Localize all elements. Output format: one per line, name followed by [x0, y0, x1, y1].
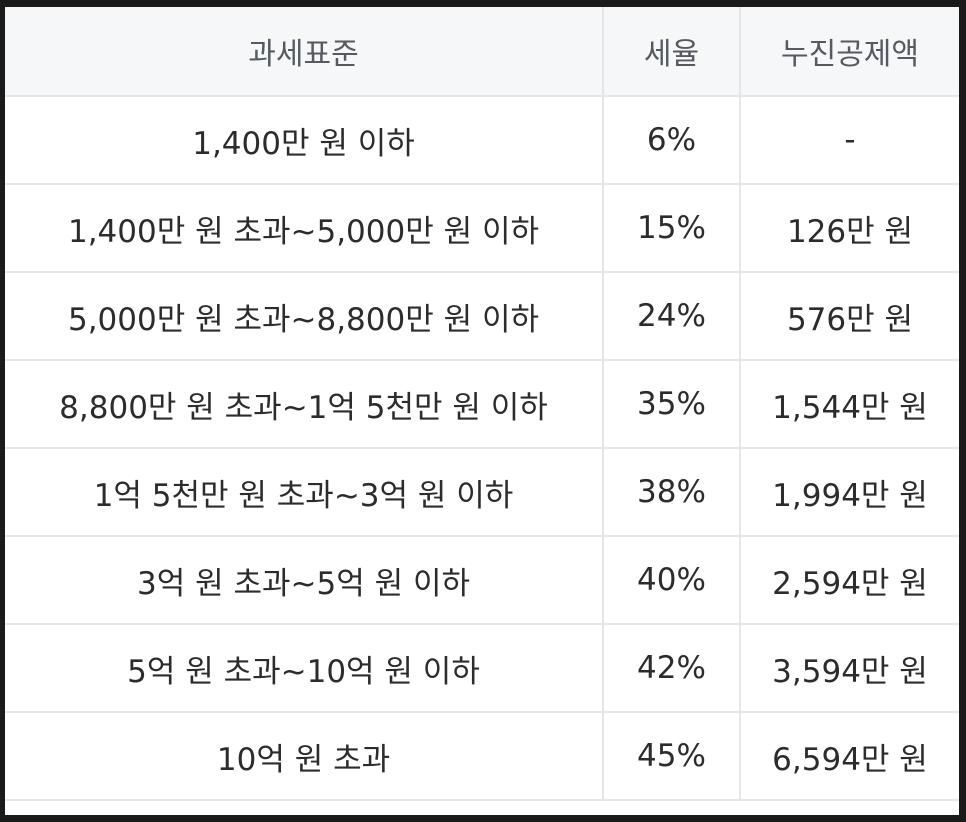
cell-tax-base: 10억 원 초과	[5, 712, 604, 801]
cell-tax-base: 1,400만 원 이하	[5, 96, 604, 185]
header-tax-rate: 세율	[603, 7, 741, 97]
cell-tax-rate: 45%	[603, 712, 741, 801]
cell-tax-base: 3억 원 초과~5억 원 이하	[5, 536, 604, 625]
cell-deduction: 3,594만 원	[740, 624, 959, 713]
cell-tax-base: 1억 5천만 원 초과~3억 원 이하	[5, 448, 604, 537]
cell-tax-base: 8,800만 원 초과~1억 5천만 원 이하	[5, 360, 604, 449]
table-container: 과세표준 세율 누진공제액 1,400만 원 이하 6% - 1,400만 원 …	[5, 7, 959, 815]
cell-deduction: 576만 원	[740, 272, 959, 361]
cell-tax-rate: 35%	[603, 360, 741, 449]
cell-deduction: 1,544만 원	[740, 360, 959, 449]
cell-tax-base: 5억 원 초과~10억 원 이하	[5, 624, 604, 713]
cell-deduction: 6,594만 원	[740, 712, 959, 801]
cell-tax-base: 5,000만 원 초과~8,800만 원 이하	[5, 272, 604, 361]
cell-tax-rate: 6%	[603, 96, 741, 185]
table-row: 5,000만 원 초과~8,800만 원 이하 24% 576만 원	[5, 272, 959, 361]
cell-tax-rate: 38%	[603, 448, 741, 537]
table-row: 1,400만 원 초과~5,000만 원 이하 15% 126만 원	[5, 184, 959, 273]
cell-tax-rate: 42%	[603, 624, 741, 713]
header-progressive-deduction: 누진공제액	[740, 7, 959, 97]
header-row: 과세표준 세율 누진공제액	[5, 7, 959, 97]
cell-tax-rate: 40%	[603, 536, 741, 625]
cell-tax-base: 1,400만 원 초과~5,000만 원 이하	[5, 184, 604, 273]
header-tax-base: 과세표준	[5, 7, 604, 97]
cell-tax-rate: 15%	[603, 184, 741, 273]
cell-deduction: 1,994만 원	[740, 448, 959, 537]
cell-tax-rate: 24%	[603, 272, 741, 361]
table-row: 8,800만 원 초과~1억 5천만 원 이하 35% 1,544만 원	[5, 360, 959, 449]
table-row: 5억 원 초과~10억 원 이하 42% 3,594만 원	[5, 624, 959, 713]
cell-deduction: 2,594만 원	[740, 536, 959, 625]
table-row: 1억 5천만 원 초과~3억 원 이하 38% 1,994만 원	[5, 448, 959, 537]
table-row: 1,400만 원 이하 6% -	[5, 96, 959, 185]
cell-deduction: 126만 원	[740, 184, 959, 273]
table-row: 10억 원 초과 45% 6,594만 원	[5, 712, 959, 801]
cell-deduction: -	[740, 96, 959, 185]
tax-rate-table: 과세표준 세율 누진공제액 1,400만 원 이하 6% - 1,400만 원 …	[5, 7, 959, 801]
table-row: 3억 원 초과~5억 원 이하 40% 2,594만 원	[5, 536, 959, 625]
